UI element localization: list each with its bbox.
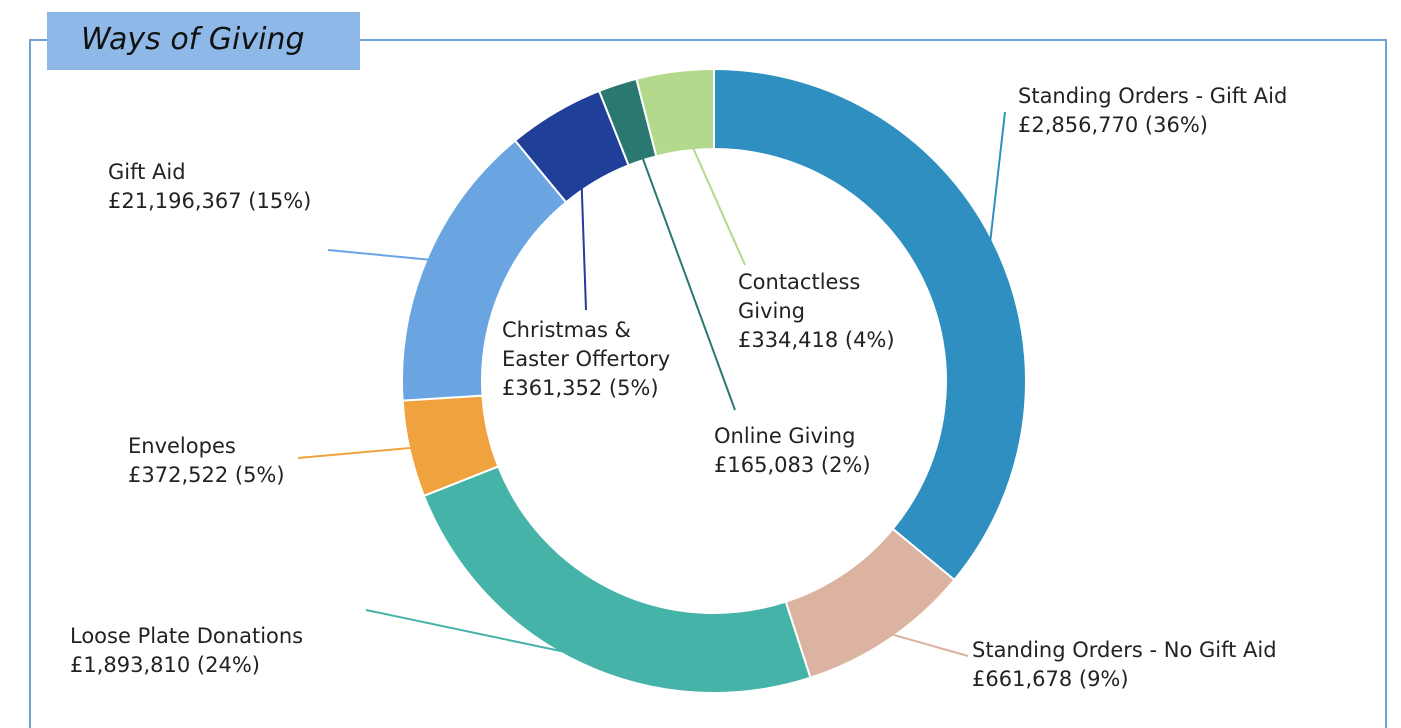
slice-value-label: £2,856,770 (36%)	[1018, 113, 1208, 137]
frame	[29, 39, 1387, 728]
slice-label: Standing Orders - No Gift Aid	[972, 638, 1277, 662]
donut-slice	[713, 67, 1027, 582]
slice-label: Envelopes	[128, 434, 236, 458]
slice-value-label: £21,196,367 (15%)	[108, 189, 312, 213]
chart-title: Ways of Giving	[47, 12, 360, 70]
slice-value-label: £334,418 (4%)	[738, 328, 895, 352]
leader-line	[365, 609, 585, 658]
slice-label: Contactless Giving	[738, 270, 861, 323]
slice-value-label: £361,352 (5%)	[502, 376, 659, 400]
slice-label: Loose Plate Donations	[70, 624, 304, 648]
donut-slice	[422, 465, 812, 694]
donut-slice	[635, 67, 715, 158]
slice-value-label: £372,522 (5%)	[128, 463, 285, 487]
slice-label: Online Giving	[714, 424, 856, 448]
slice-label: Christmas & Easter Offertory	[502, 318, 671, 371]
slice-value-label: £661,678 (9%)	[972, 667, 1129, 691]
slice-value-label: £1,893,810 (24%)	[70, 653, 260, 677]
leader-line	[327, 249, 436, 262]
leader-line	[988, 111, 1006, 252]
slice-label: Gift Aid	[108, 160, 186, 184]
leader-line	[297, 446, 418, 459]
slice-value-label: £165,083 (2%)	[714, 453, 871, 477]
slice-label: Standing Orders - Gift Aid	[1018, 84, 1288, 108]
leader-line	[884, 631, 969, 657]
leader-line	[579, 155, 587, 311]
leader-line	[632, 131, 736, 411]
leader-line	[680, 120, 746, 266]
